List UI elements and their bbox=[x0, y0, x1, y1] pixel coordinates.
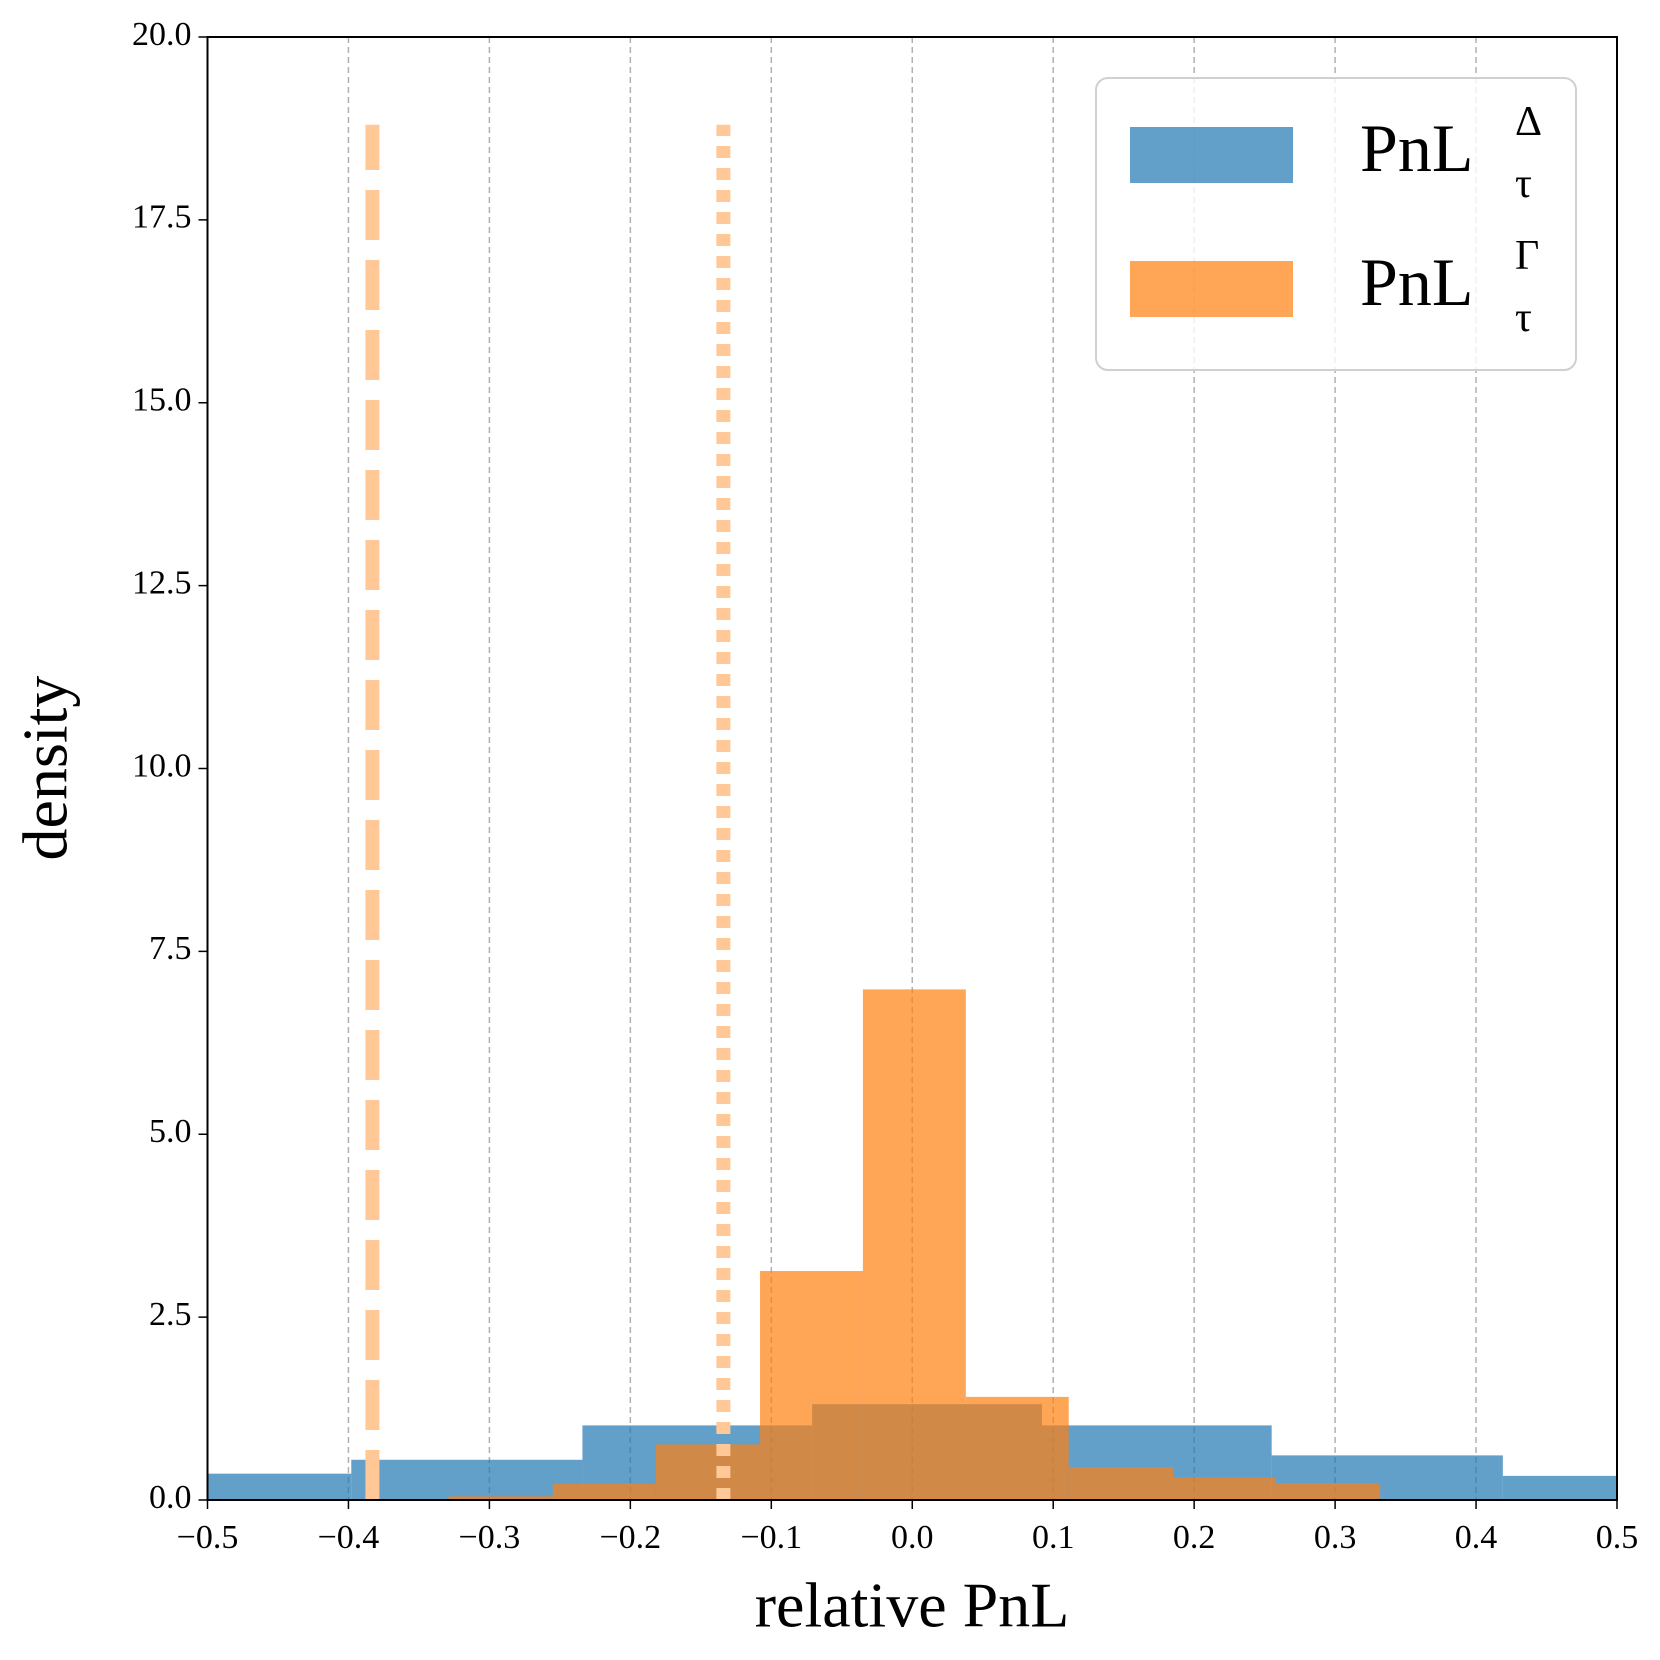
histogram-bar bbox=[862, 989, 966, 1500]
x-tick-label: −0.2 bbox=[600, 1519, 662, 1556]
legend-swatch bbox=[1130, 127, 1293, 183]
y-tick-label: 15.0 bbox=[132, 382, 192, 419]
y-tick-label: 0.0 bbox=[149, 1479, 192, 1516]
histogram-bar bbox=[207, 1473, 352, 1500]
histogram-bar bbox=[1275, 1483, 1381, 1500]
histogram-bar bbox=[552, 1483, 656, 1500]
y-tick-label: 20.0 bbox=[132, 16, 192, 53]
legend-label-part: Γ bbox=[1515, 233, 1539, 279]
x-tick-label: −0.1 bbox=[740, 1519, 802, 1556]
legend-label-part: τ bbox=[1515, 161, 1532, 207]
y-tick-label: 5.0 bbox=[149, 1113, 192, 1150]
x-tick-label: 0.3 bbox=[1314, 1519, 1357, 1556]
x-axis-label: relative PnL bbox=[755, 1570, 1070, 1641]
x-tick-label: 0.0 bbox=[891, 1519, 934, 1556]
y-tick-label: 10.0 bbox=[132, 747, 192, 784]
y-tick-label: 2.5 bbox=[149, 1296, 192, 1333]
legend-label-part: Δ bbox=[1515, 99, 1542, 145]
x-tick-label: 0.4 bbox=[1455, 1519, 1498, 1556]
plot-area bbox=[207, 124, 1617, 1500]
x-tick-label: −0.4 bbox=[318, 1519, 380, 1556]
histogram-bar bbox=[351, 1459, 583, 1500]
histogram-bar bbox=[655, 1444, 761, 1500]
histogram-bar bbox=[760, 1271, 863, 1500]
histogram-bar bbox=[448, 1496, 553, 1500]
legend-label-part: PnL bbox=[1360, 110, 1473, 186]
y-axis-label: density bbox=[10, 676, 81, 861]
histogram-bar bbox=[1068, 1467, 1174, 1500]
x-tick-label: 0.1 bbox=[1032, 1519, 1075, 1556]
histogram-bar bbox=[1502, 1475, 1617, 1500]
legend-label-part: PnL bbox=[1360, 244, 1473, 320]
legend-frame bbox=[1095, 77, 1577, 371]
x-tick-label: 0.5 bbox=[1596, 1519, 1639, 1556]
x-tick-label: 0.2 bbox=[1173, 1519, 1216, 1556]
histogram-bar bbox=[1173, 1477, 1276, 1500]
axes: −0.5 −0.4 −0.3 −0.2 −0.1 0.0 0.1 0.2 0.3 0.4 0.5 0.… bbox=[132, 16, 1638, 1556]
axes-frame bbox=[206, 36, 1618, 1501]
y-tick-label: 17.5 bbox=[132, 199, 192, 236]
x-tick-label: −0.5 bbox=[177, 1519, 239, 1556]
legend-swatch bbox=[1130, 261, 1293, 317]
histogram-bar bbox=[965, 1396, 1069, 1500]
legend-label-part: τ bbox=[1515, 295, 1532, 341]
x-tick-label: −0.3 bbox=[459, 1519, 521, 1556]
y-tick-label: 12.5 bbox=[132, 564, 192, 601]
y-tick-label: 7.5 bbox=[149, 930, 192, 967]
